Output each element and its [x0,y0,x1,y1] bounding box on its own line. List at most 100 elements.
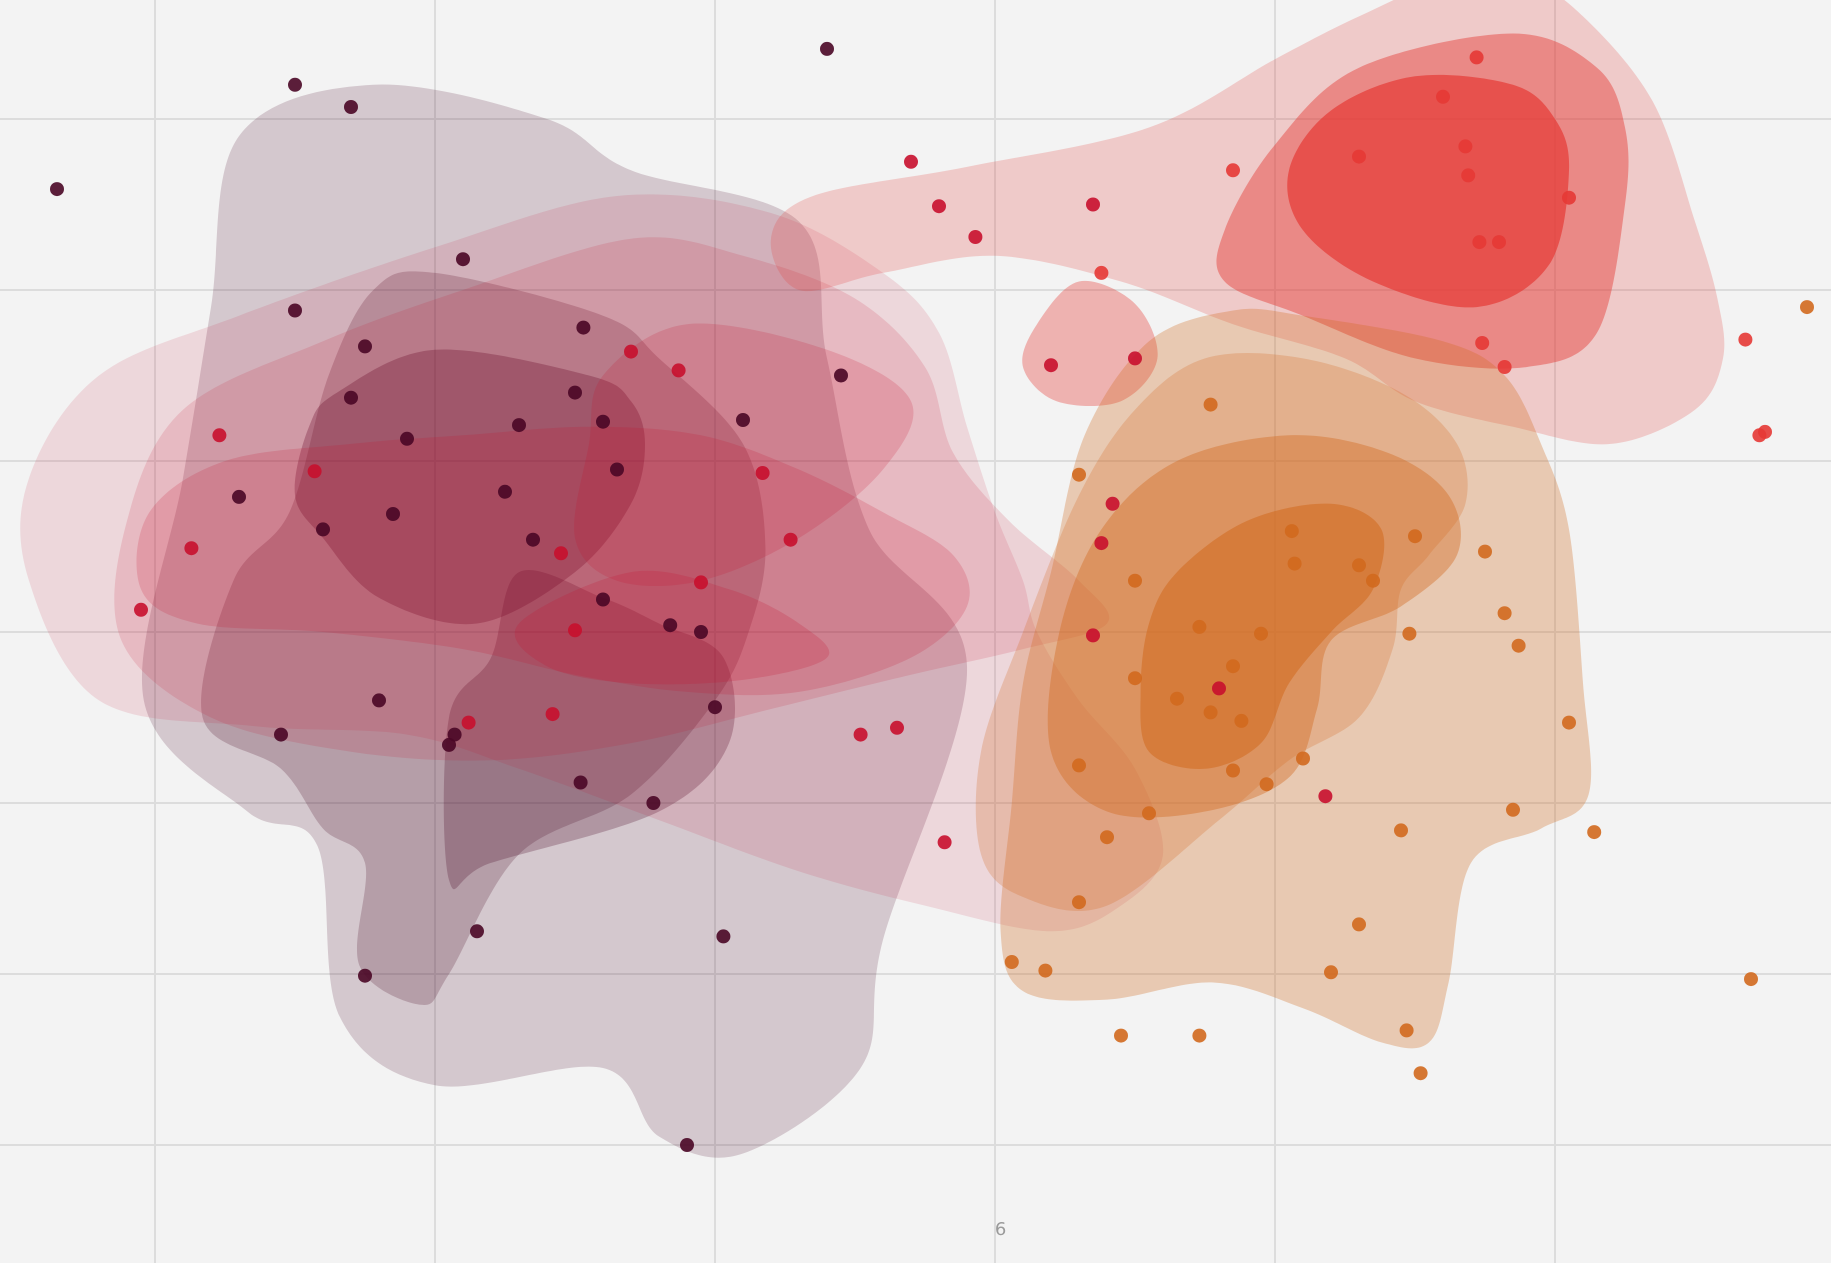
scatter-point-series-3 [1072,467,1086,482]
scatter-point-series-1 [545,707,560,722]
scatter-point-series-0 [50,182,64,197]
scatter-point-series-1 [1086,197,1100,212]
scatter-point-series-2 [1492,235,1506,250]
scatter-point-series-1 [212,428,227,443]
scatter-point-series-3 [1226,763,1240,778]
density-contour-series-1-level-0 [20,194,1164,932]
scatter-point-series-1 [671,363,686,378]
scatter-point-series-0 [576,320,591,335]
x-tick-label: 6 [995,1219,1006,1240]
scatter-point-series-3 [1114,1028,1128,1043]
scatter-point-series-0 [498,484,512,499]
scatter-point-series-1 [937,835,952,850]
scatter-point-series-3 [1100,830,1114,845]
scatter-point-series-3 [1800,300,1814,315]
scatter-point-series-1 [1212,681,1226,696]
density-contour-series-1-level-2 [136,426,970,696]
scatter-point-series-3 [1128,573,1142,588]
scatter-point-series-3 [1587,825,1602,840]
scatter-point-series-3 [1192,1028,1207,1043]
scatter-point-series-3 [1352,558,1366,573]
scatter-point-series-2 [1738,332,1753,347]
scatter-point-series-0 [646,796,661,810]
scatter-point-series-3 [1394,823,1408,838]
scatter-points [50,41,1814,1152]
scatter-point-series-0 [596,592,610,607]
density-contour-series-3-level-0 [1000,308,1592,1049]
scatter-point-series-2 [1497,360,1512,374]
scatter-point-series-3 [1072,758,1086,773]
scatter-point-series-3 [1511,638,1526,653]
scatter-point-series-0 [596,414,610,429]
scatter-point-series-3 [1192,619,1207,634]
scatter-point-series-3 [1296,751,1310,766]
scatter-point-series-2 [1562,190,1576,205]
scatter-point-series-3 [1478,544,1492,559]
scatter-point-series-3 [1170,691,1184,706]
scatter-point-series-3 [1413,1066,1428,1081]
scatter-point-series-0 [288,303,302,318]
scatter-point-series-1 [461,715,476,730]
scatter-point-series-1 [904,154,918,169]
scatter-point-series-3 [1352,917,1366,932]
scatter-point-series-1 [1086,628,1100,643]
scatter-point-series-0 [358,968,372,983]
density-contour-series-1-level-1 [114,237,1110,761]
scatter-point-series-0 [456,252,470,267]
scatter-point-series-3 [1366,573,1380,588]
scatter-point-series-1 [134,602,148,617]
scatter-point-series-3 [1142,806,1156,821]
scatter-point-series-1 [783,532,798,547]
scatter-point-series-3 [1497,606,1512,621]
density-contour-series-0-level-2 [443,569,736,890]
scatter-point-series-3 [1408,529,1422,544]
scatter-point-series-2 [1469,50,1484,65]
scatter-point-series-1 [184,541,199,556]
scatter-point-series-0 [716,929,731,944]
scatter-point-series-0 [568,385,582,400]
scatter-point-series-3 [1038,963,1053,978]
scatter-point-series-1 [554,546,568,561]
tick-labels: 6 [995,1219,1006,1240]
scatter-point-series-3 [1203,397,1218,412]
scatter-point-series-0 [232,489,246,504]
scatter-point-series-2 [1352,149,1366,164]
scatter-point-series-2 [1461,168,1476,183]
scatter-point-series-1 [853,727,868,742]
scatter-point-series-0 [526,532,540,547]
scatter-point-series-3 [1744,972,1758,987]
scatter-point-series-3 [1402,626,1417,641]
density-contour-series-0-level-1 [201,271,766,1005]
scatter-point-series-3 [1254,626,1268,641]
scatter-point-series-0 [344,390,358,405]
scatter-point-series-1 [1094,536,1109,551]
scatter-point-series-0 [663,618,678,633]
scatter-point-series-0 [288,77,302,92]
scatter-point-series-1 [1044,358,1058,373]
scatter-point-series-1 [968,230,983,244]
scatter-point-series-1 [755,466,770,480]
scatter-point-series-1 [1318,789,1333,804]
density-contour-series-0-level-0 [141,84,968,1158]
scatter-point-series-2 [1475,336,1490,350]
scatter-point-series-0 [274,727,288,742]
scatter-point-series-1 [1128,351,1142,366]
scatter-point-series-3 [1259,777,1274,792]
scatter-point-series-0 [820,41,834,56]
scatter-point-series-0 [372,693,386,708]
density-contour-series-2-level-2 [1287,74,1570,308]
scatter-point-series-2 [1752,428,1767,443]
scatter-point-series-3 [1226,659,1240,674]
scatter-point-series-2 [1094,265,1109,280]
scatter-point-series-1 [624,344,638,359]
scatter-point-series-3 [1506,802,1520,817]
scatter-point-series-0 [694,625,708,639]
scatter-point-series-0 [736,413,750,427]
scatter-point-series-3 [1324,965,1338,980]
scatter-point-series-3 [1072,895,1086,910]
scatter-point-series-0 [316,522,330,537]
scatter-point-series-0 [834,368,848,383]
